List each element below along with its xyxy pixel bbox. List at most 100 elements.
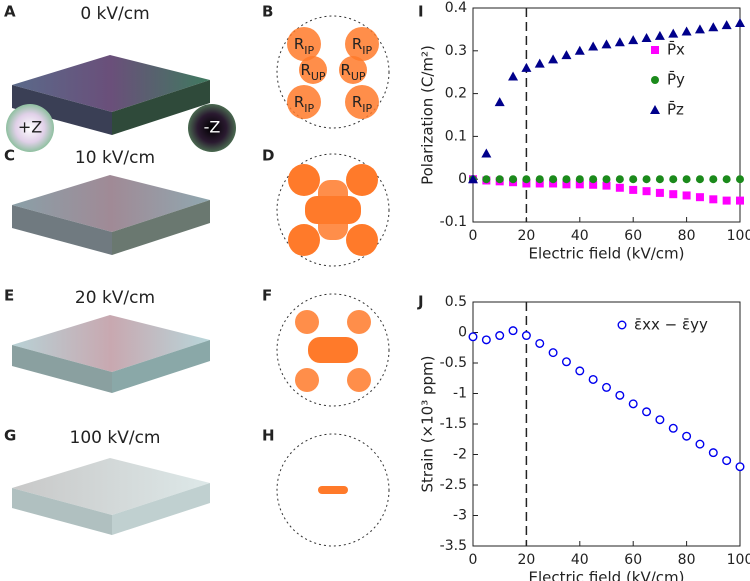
marker	[668, 28, 679, 38]
x-tick-label: 100	[727, 228, 750, 244]
marker	[481, 335, 491, 345]
marker	[735, 17, 745, 27]
marker	[736, 175, 744, 184]
x-axis-label: Electric field (kV/cm)	[528, 569, 684, 581]
region-label: RIP	[294, 93, 315, 115]
region-label: RUP	[340, 61, 365, 83]
marker	[709, 175, 718, 184]
x-tick-label: 80	[678, 552, 696, 568]
region-sub: UP	[351, 70, 366, 83]
marker	[562, 175, 571, 184]
x-tick-label: 0	[469, 552, 478, 568]
marker	[722, 456, 732, 466]
marker	[588, 374, 598, 384]
marker	[735, 462, 745, 472]
distribution-images	[276, 15, 390, 547]
region-sub: IP	[304, 44, 314, 57]
region-sub: UP	[311, 70, 326, 83]
y-tick-label: 0.4	[445, 0, 467, 16]
region-main: R	[294, 35, 304, 53]
marker	[654, 30, 665, 40]
marker	[695, 193, 704, 202]
marker	[481, 148, 492, 158]
y-tick-label: -3.5	[440, 538, 467, 554]
y-tick-label: -2	[453, 447, 467, 463]
marker	[642, 407, 652, 417]
panel-label: F	[262, 287, 272, 305]
marker	[615, 175, 624, 184]
marker	[549, 179, 558, 188]
marker	[614, 37, 625, 47]
region-main: R	[352, 93, 362, 111]
region-main: R	[300, 61, 310, 79]
region-main: R	[340, 61, 350, 79]
panel-label: H	[262, 427, 275, 445]
x-tick-label: 20	[517, 552, 535, 568]
x-tick-label: 40	[571, 552, 589, 568]
marker	[601, 39, 612, 49]
marker	[669, 175, 678, 184]
marker	[574, 45, 585, 55]
marker	[549, 175, 558, 184]
marker	[495, 331, 505, 341]
marker	[708, 448, 718, 458]
legend-label: P̄z	[667, 100, 684, 119]
marker	[629, 185, 638, 194]
marker	[721, 20, 732, 30]
marker	[629, 175, 638, 184]
marker	[602, 181, 611, 190]
panel-label: J	[417, 293, 424, 311]
y-tick-label: 0	[458, 171, 467, 187]
marker	[722, 196, 731, 205]
y-axis-label: Strain (×10³ ppm)	[419, 356, 437, 493]
marker	[628, 35, 639, 45]
y-tick-label: 0	[458, 325, 467, 341]
marker	[468, 174, 478, 184]
panel-label: E	[4, 287, 14, 305]
y-tick-label: -3	[453, 508, 467, 524]
marker	[575, 366, 585, 376]
marker	[534, 58, 545, 68]
marker	[468, 332, 478, 342]
marker	[535, 338, 545, 348]
x-axis-label: Electric field (kV/cm)	[528, 245, 684, 263]
marker	[521, 62, 532, 72]
marker	[508, 326, 518, 336]
y-tick-label: 0.3	[445, 43, 467, 59]
panel-label: D	[262, 147, 274, 165]
wheel-label: -Z	[204, 118, 221, 137]
marker	[650, 105, 660, 114]
marker	[588, 41, 599, 51]
marker	[681, 26, 692, 36]
marker	[682, 191, 691, 200]
y-tick-label: -1	[453, 386, 467, 402]
marker	[522, 175, 531, 184]
marker	[651, 46, 659, 54]
panel-label: I	[418, 3, 424, 21]
marker	[575, 175, 584, 184]
x-tick-label: 20	[517, 228, 535, 244]
marker	[548, 54, 559, 64]
marker	[642, 187, 651, 196]
y-axis-label: Polarization (C/m²)	[419, 45, 437, 185]
marker	[561, 50, 572, 60]
region-label: RIP	[352, 93, 373, 115]
region-label: RIP	[294, 35, 315, 57]
marker	[695, 175, 704, 184]
panel-texts: A B C D E F G H I J 0 kV/cm 10 kV/cm 20 …	[4, 3, 424, 449]
x-tick-label: 60	[624, 552, 642, 568]
marker	[602, 382, 612, 392]
y-tick-label: -0.1	[440, 214, 467, 230]
marker	[655, 175, 664, 184]
marker	[642, 175, 651, 184]
marker	[736, 196, 744, 205]
region-main: R	[352, 35, 362, 53]
marker	[482, 175, 491, 184]
marker	[682, 175, 691, 184]
panel-label: A	[4, 3, 16, 21]
y-tick-label: 0.1	[445, 128, 467, 144]
marker	[561, 357, 571, 367]
marker	[521, 331, 531, 341]
plot-frame	[472, 7, 741, 223]
